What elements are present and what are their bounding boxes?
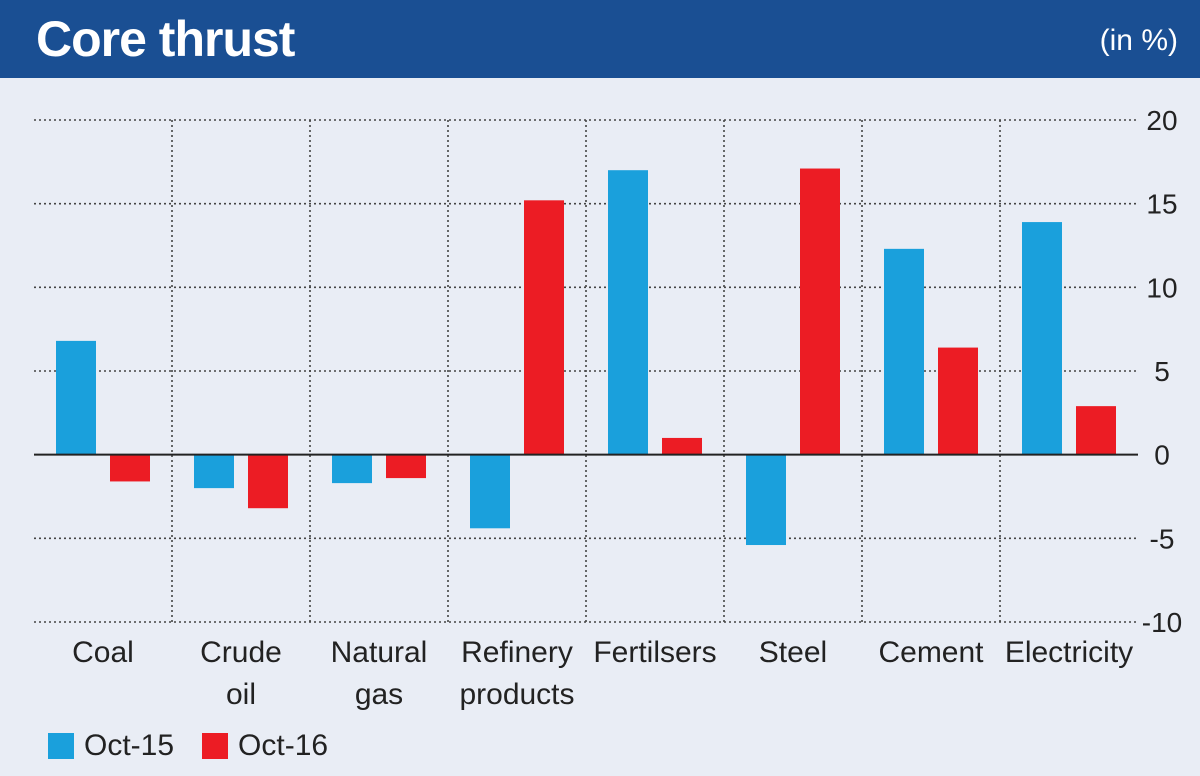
bar-oct16-5 bbox=[800, 168, 840, 455]
legend-item-oct16: Oct-16 bbox=[202, 729, 328, 763]
x-category-label: Steel bbox=[759, 636, 827, 669]
x-category-label: Crude bbox=[200, 636, 282, 669]
y-tick-label: 20 bbox=[1146, 105, 1177, 136]
y-tick-label: -5 bbox=[1150, 523, 1175, 554]
bar-oct15-1 bbox=[194, 454, 234, 489]
x-axis-categories: Coal Crude oil Natural gas Refinery products Fe… bbox=[72, 636, 1133, 711]
y-tick-label: 10 bbox=[1146, 272, 1177, 303]
bar-oct15-4 bbox=[608, 170, 648, 455]
bar-oct16-1 bbox=[248, 454, 288, 509]
chart-title: Core thrust bbox=[36, 11, 295, 67]
x-category-label: oil bbox=[226, 678, 256, 711]
y-tick-label: 0 bbox=[1154, 440, 1170, 471]
bar-oct16-0 bbox=[110, 454, 150, 482]
bar-oct15-0 bbox=[56, 340, 96, 455]
x-category-label: Fertilsers bbox=[593, 636, 716, 669]
bar-oct16-3 bbox=[524, 200, 564, 455]
bar-oct15-5 bbox=[746, 454, 786, 546]
legend-swatch-oct16 bbox=[202, 733, 229, 759]
bar-oct15-6 bbox=[884, 248, 924, 455]
bar-oct15-2 bbox=[332, 454, 372, 484]
bar-chart: 20 15 10 5 0 -5 -10 Coal Crude oil Natural gas Refi… bbox=[34, 105, 1182, 711]
x-category-label: Electricity bbox=[1005, 636, 1133, 669]
bar-oct16-2 bbox=[386, 454, 426, 479]
legend-item-oct15: Oct-15 bbox=[48, 729, 174, 763]
bar-oct16-6 bbox=[938, 347, 978, 455]
x-category-label: Coal bbox=[72, 636, 134, 669]
bar-oct16-7 bbox=[1076, 406, 1116, 455]
y-tick-label: -10 bbox=[1142, 607, 1182, 638]
legend-label-oct15: Oct-15 bbox=[84, 729, 175, 762]
x-category-label: Natural bbox=[331, 636, 428, 669]
y-tick-label: 5 bbox=[1154, 356, 1170, 387]
x-category-label: products bbox=[459, 678, 574, 711]
bars bbox=[56, 168, 1116, 546]
y-axis-ticks: 20 15 10 5 0 -5 -10 bbox=[1142, 105, 1182, 638]
bar-oct15-3 bbox=[470, 454, 510, 529]
x-category-label: Cement bbox=[878, 636, 984, 669]
y-tick-label: 15 bbox=[1146, 189, 1177, 220]
x-category-label: Refinery bbox=[461, 636, 573, 669]
legend: Oct-15 Oct-16 bbox=[48, 728, 356, 764]
legend-label-oct16: Oct-16 bbox=[238, 729, 329, 762]
bar-oct15-7 bbox=[1022, 222, 1062, 455]
chart-unit: (in %) bbox=[1099, 24, 1178, 57]
x-category-label: gas bbox=[355, 678, 403, 711]
bar-oct16-4 bbox=[662, 437, 702, 455]
legend-swatch-oct15 bbox=[48, 733, 74, 759]
chart-header: Core thrust (in %) bbox=[0, 0, 1200, 78]
